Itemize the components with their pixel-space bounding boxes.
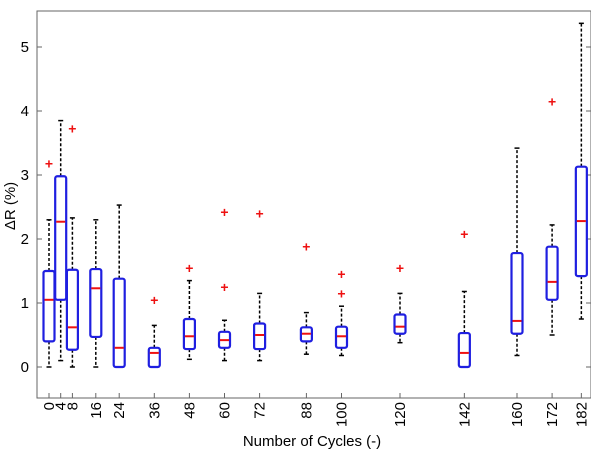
x-tick-label: 0: [41, 402, 58, 410]
x-tick-label: 8: [64, 402, 81, 410]
box-group: [54, 119, 68, 362]
x-axis: 048 16 24 36 48 60 72 88 100 120 142 160 172 182: [41, 393, 590, 427]
outlier-point: +: [396, 260, 404, 276]
outlier-point: +: [68, 120, 76, 136]
box-group: +: [182, 260, 196, 361]
box-group: +: [457, 226, 471, 369]
x-tick-label: 100: [334, 402, 351, 427]
x-tick-label: 4: [53, 402, 70, 410]
iqr-box: [89, 267, 103, 339]
y-tick-label: 4: [21, 103, 29, 120]
box-group: +: [253, 205, 267, 362]
box-group: [510, 147, 524, 357]
y-axis: 0 1 2 3 4 5: [21, 39, 591, 376]
y-tick-label: 2: [21, 231, 29, 248]
box-group: +: [65, 120, 80, 368]
x-tick-label: 36: [146, 402, 163, 419]
box-group: ++: [334, 266, 349, 357]
x-tick-label: 120: [392, 402, 409, 427]
x-tick-label: 88: [298, 402, 315, 419]
y-tick-label: 1: [21, 295, 29, 312]
x-tick-label: 142: [456, 402, 473, 427]
iqr-box: [54, 175, 68, 301]
iqr-box: [112, 277, 126, 369]
y-tick-label: 0: [21, 359, 29, 376]
y-tick-label: 5: [21, 39, 29, 56]
x-tick-label: 60: [217, 402, 234, 419]
plot-area: [36, 10, 591, 399]
box-group: [89, 219, 103, 368]
box-group: +: [299, 239, 313, 355]
x-tick-label: 72: [252, 402, 269, 419]
box-group: +: [545, 93, 559, 336]
iqr-box: [457, 331, 471, 369]
outlier-point: +: [337, 285, 345, 301]
outlier-point: +: [460, 226, 468, 242]
iqr-box: [65, 268, 80, 351]
iqr-box: [545, 245, 559, 301]
outlier-point: +: [302, 239, 310, 255]
outlier-point: +: [45, 155, 53, 171]
x-tick-label: 172: [544, 402, 561, 427]
outlier-point: +: [150, 292, 158, 308]
x-tick-label: 24: [111, 402, 128, 419]
x-axis-label: Number of Cycles (-): [243, 433, 381, 450]
outlier-point: +: [548, 93, 556, 109]
x-tick-label: 182: [573, 402, 590, 427]
box-group: [574, 22, 588, 320]
iqr-box: [42, 269, 56, 343]
iqr-box: [217, 330, 232, 349]
outlier-point: +: [220, 279, 228, 295]
iqr-box: [393, 313, 407, 335]
iqr-box: [299, 326, 313, 343]
outlier-point: +: [256, 205, 264, 221]
box-group: +: [393, 260, 407, 344]
iqr-box: [253, 322, 267, 351]
iqr-box: [574, 165, 588, 278]
x-tick-label: 48: [181, 402, 198, 419]
x-tick-label: 160: [509, 402, 526, 427]
y-axis-label: ΔR (%): [2, 182, 19, 230]
iqr-box: [334, 325, 349, 349]
box-group: [112, 204, 126, 369]
boxes: ++++++ ++++ +++: [42, 22, 588, 369]
x-tick-label: 16: [88, 402, 105, 419]
iqr-box: [182, 317, 196, 351]
box-group: +: [147, 292, 161, 369]
iqr-box: [510, 251, 524, 335]
outlier-point: +: [337, 266, 345, 282]
outlier-point: +: [185, 260, 193, 276]
y-tick-label: 3: [21, 167, 29, 184]
iqr-box: [147, 346, 161, 369]
box-group: +: [42, 155, 56, 368]
box-group: ++: [217, 204, 232, 362]
outlier-point: +: [220, 204, 228, 220]
